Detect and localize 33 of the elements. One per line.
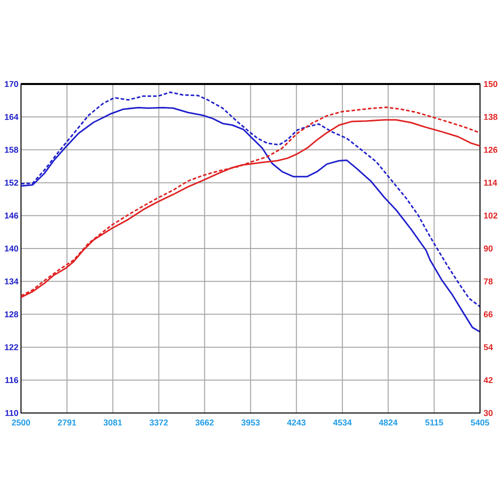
y-tick-label: 128: [4, 311, 18, 318]
x-tick-label: 4824: [378, 420, 398, 426]
y-tick-label: 164: [4, 114, 18, 120]
y2-tick-label: 90: [484, 246, 493, 252]
x-tick-label: 4243: [287, 420, 306, 426]
x-tick-label: 3662: [195, 420, 214, 426]
x-tick-label: 2791: [58, 420, 76, 426]
y2-tick-label: 150: [484, 81, 498, 87]
x-tick-label: 5115: [425, 420, 444, 426]
y-tick-label: 116: [5, 377, 18, 384]
y2-tick-label: 126: [484, 146, 498, 153]
y-tick-label: 134: [4, 278, 18, 284]
y2-tick-label: 30: [484, 410, 493, 416]
y-tick-label: 110: [5, 410, 18, 416]
x-tick-label: 2500: [12, 420, 30, 426]
x-tick-label: 3953: [241, 420, 260, 426]
y2-tick-label: 42: [484, 377, 493, 384]
y-tick-label: 170: [4, 81, 18, 87]
y2-tick-label: 138: [484, 114, 498, 120]
x-tick-label: 5405: [470, 420, 490, 426]
x-tick-label: 3372: [150, 420, 168, 426]
y2-tick-label: 54: [484, 344, 493, 350]
y-tick-label: 158: [4, 146, 18, 153]
x-tick-label: 3081: [104, 420, 122, 426]
y2-tick-label: 102: [484, 212, 498, 219]
y-tick-label: 122: [4, 344, 18, 350]
y2-tick-label: 78: [484, 278, 493, 284]
y2-tick-label: 114: [484, 180, 498, 186]
y2-tick-label: 66: [484, 311, 493, 318]
y-tick-label: 152: [4, 180, 18, 186]
x-tick-label: 4534: [333, 420, 352, 426]
y-tick-label: 146: [4, 212, 18, 219]
y-tick-label: 140: [4, 246, 18, 252]
